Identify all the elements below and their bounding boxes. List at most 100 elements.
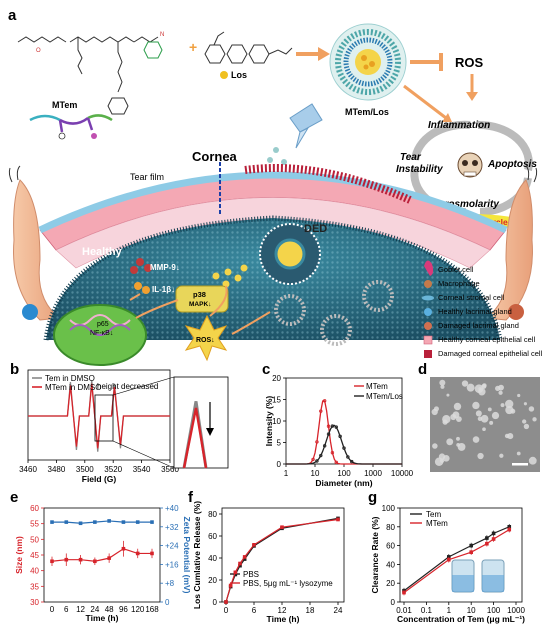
zoom-inset: [173, 376, 229, 469]
los-structure: [204, 31, 293, 64]
data-point-f: [242, 557, 247, 561]
zoom-connector: [112, 376, 175, 396]
x-tick-label-e: 6: [64, 605, 69, 614]
arrow-head: [442, 113, 452, 122]
cornea-illustration: [38, 162, 508, 269]
arrow-head: [466, 92, 478, 101]
cell-illustration: [43, 215, 503, 366]
dls-point: [334, 460, 338, 465]
nanoparticle-dot: [522, 419, 527, 424]
legend-item: Goblet cell: [438, 265, 474, 274]
micelle-icon: [329, 23, 407, 101]
dls-point: [322, 444, 327, 448]
polymer-atom: N: [160, 32, 164, 38]
data-point-f: [242, 555, 247, 559]
panel-a: a O N + Los: [8, 7, 543, 366]
y2-tick-label-e: +32: [165, 523, 179, 532]
nanoparticle-dot: [489, 420, 494, 425]
y2-tick-label-e: +8: [165, 579, 175, 588]
data-point-e: [107, 519, 111, 523]
x-tick-label-f: 12: [278, 606, 287, 615]
x-tick-label-b: 3500: [76, 465, 94, 474]
y-tick-label-f: 0: [213, 598, 218, 607]
nanoparticle-dot: [446, 393, 450, 397]
y2-tick-label-e: +16: [165, 560, 179, 569]
legend-label-c: MTem/Los: [366, 392, 403, 401]
data-point-g: [491, 537, 496, 541]
y-tick-label-f: 60: [208, 532, 217, 541]
nanoparticle-dot: [481, 384, 487, 390]
y2-tick-label-e: +24: [165, 542, 179, 551]
data-point-e: [64, 557, 69, 562]
y-tick-label-g: 80: [386, 523, 395, 532]
pathway-arrows: [129, 285, 271, 335]
mtem-label: MTem: [52, 100, 77, 110]
series-line-e-1: [52, 520, 152, 524]
damaged-epithelial-icon: [424, 350, 432, 358]
nanoparticle-dot: [439, 379, 446, 386]
data-point-g: [469, 550, 473, 554]
dls-point: [322, 399, 327, 403]
dls-point: [315, 459, 319, 463]
x-tick-label-g: 0.01: [396, 606, 412, 615]
x-tick-label-g: 1000: [507, 606, 525, 615]
x-tick-label-f: 24: [334, 606, 343, 615]
data-point-f: [233, 570, 238, 575]
cycle-inflammation: Inflammation: [428, 120, 490, 131]
legend-item: Healthy lacrimal gland: [438, 307, 512, 316]
data-point-e: [50, 520, 54, 524]
cycle-tear-line2: Instability: [396, 164, 443, 175]
los-label: Los: [231, 70, 247, 80]
micelle-small-icon: [362, 280, 394, 312]
x-tick-label-c: 100: [337, 469, 351, 478]
x-tick-label-c: 1: [284, 469, 289, 478]
y-tick-label-g: 20: [386, 579, 395, 588]
dls-point: [326, 424, 331, 428]
data-point-e: [78, 521, 83, 526]
mtem-chain-icon: [29, 114, 113, 140]
y-tick-label-g: 0: [391, 598, 396, 607]
epr-line-1: [28, 383, 170, 449]
il1b-label: IL-1β↓: [152, 285, 175, 294]
y-tick-label-e: 30: [30, 598, 39, 607]
y-tick-label-c: 5: [277, 439, 282, 448]
y-axis-label-c: Intensity (%): [264, 396, 274, 447]
eyelid-left: [8, 165, 62, 321]
nanoparticle-dot: [472, 401, 480, 410]
ros-top-label: ROS: [455, 55, 484, 70]
p38-label: p38: [193, 290, 206, 299]
nanoparticle-dot: [442, 454, 450, 462]
nanoparticle-dot: [523, 402, 527, 406]
healthy-label: Healthy: [82, 246, 123, 258]
panel-d: d: [418, 361, 540, 472]
y-tick-label-g: 40: [386, 560, 395, 569]
nanoparticle-dot: [498, 390, 503, 395]
ded-label: DED: [304, 223, 327, 235]
data-point-f: [280, 525, 284, 529]
micelle-small-icon: [320, 314, 352, 346]
nanoparticle-dot: [500, 403, 505, 408]
legend-label-b: Tem in DMSO: [45, 374, 95, 383]
x-tick-label-b: 3560: [161, 465, 179, 474]
nanoparticle-dot: [452, 411, 460, 419]
legend-item: Corneal stromal cell: [438, 293, 505, 302]
skull-icon: [457, 152, 483, 178]
y-tick-label-f: 40: [208, 554, 217, 563]
y-tick-label-f: 20: [208, 576, 217, 585]
panel-b: b 3460 3480 3500 3520 3540 3560 Field (G) heig…: [10, 361, 229, 484]
x-tick-label-c: 1000: [364, 469, 382, 478]
nanoparticle-dot: [440, 384, 445, 389]
data-point-g: [469, 543, 473, 548]
dls-point: [330, 451, 335, 455]
dls-point: [342, 446, 346, 450]
x-tick-label-c: 10: [311, 469, 320, 478]
x-tick-label-e: 48: [105, 605, 114, 614]
series-line-e-0: [51, 548, 152, 562]
data-point-f: [238, 561, 242, 566]
ros-cell-label: ROS↓: [196, 337, 215, 344]
panel-f: f 0 20 40 60 80 0 6 12 18 24 Time (h) Los Cumlative…: [188, 489, 345, 624]
goblet-cell-icon: [424, 260, 434, 276]
legend-item: Healthy corneal epithelial cell: [438, 335, 535, 344]
data-point-f: [336, 517, 340, 522]
